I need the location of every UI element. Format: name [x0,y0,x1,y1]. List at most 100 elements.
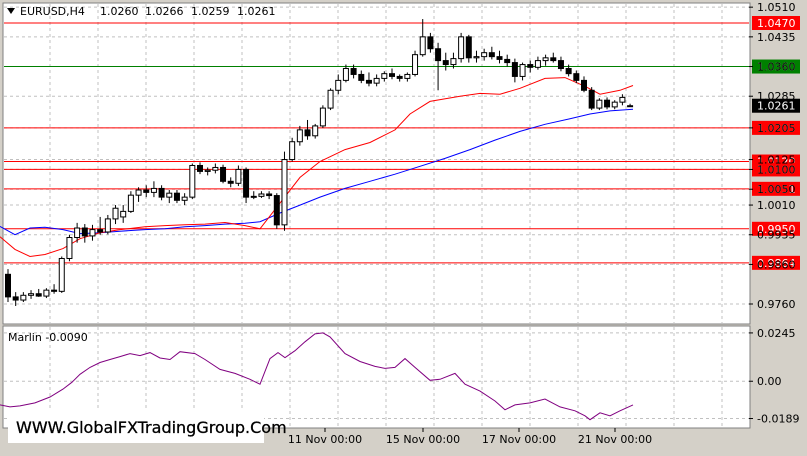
indicator-tick-label: -0.0189 [757,413,799,426]
candle-body [127,194,134,212]
level-label-box [752,181,800,196]
candle-body [419,36,426,56]
candle-body [511,62,518,77]
candle-body [389,73,395,77]
candle-body [542,57,549,62]
current-price-label: 1.0261 [757,100,796,113]
candle-body [450,58,457,66]
x-tick-label: 15 Nov 00:00 [386,433,460,446]
candle-body [281,159,288,226]
candle-body [273,195,280,226]
candle-body [74,227,81,239]
candle-body [604,99,611,108]
price-panel[interactable] [2,2,751,325]
level-label: 1.0051 [757,183,796,196]
level-label-box [752,162,800,177]
chart-header: EURUSD,H4 1.0260 1.0266 1.0259 1.0261 Ma… [7,5,276,344]
candle-body [51,289,58,292]
level-label-box [752,255,800,270]
candle-body [358,73,365,81]
moving-average-fast [0,77,634,258]
candle-body [557,60,564,70]
watermark-box [8,411,264,443]
candle-body [427,36,434,50]
watermark-text: WWW.GlobalFXTradingGroup.Com [16,418,287,437]
candle-body [243,168,250,198]
candle-body [227,180,234,184]
candle-body [373,77,380,84]
candle-body [396,75,403,79]
candle-body [550,57,557,62]
candle-body [458,36,465,60]
candle-body [266,193,273,197]
candle-body [534,60,541,68]
indicator-tick-label: 0.0245 [757,327,796,340]
level-label: 1.0470 [757,17,796,30]
horizontal-levels[interactable]: 1.04701.03601.02051.01201.01001.00510.99… [4,15,800,270]
indicator-axis: 0.0245 0.00 -0.0189 [749,327,799,426]
y-tick-label: 1.0100 [757,163,796,176]
candle-body [573,73,580,81]
candle-body [135,189,142,196]
candle-body [496,56,503,60]
candle-body [89,229,96,237]
open-value: 1.0260 [100,5,139,18]
candle-body [66,237,73,259]
candle-body [220,166,227,182]
candle-body [181,196,188,201]
candle-body [488,52,495,58]
y-tick-label: 1.0360 [757,61,796,74]
candle-body [473,56,480,59]
candle-body [627,105,634,108]
candle-body [465,36,472,59]
current-price-box [752,98,800,113]
candle-body [412,54,419,75]
candle-body [120,210,127,218]
candle-body [112,207,119,220]
y-tick-label: 1.0510 [757,1,796,14]
candle-body [289,141,296,161]
candle-body [519,64,526,77]
candle-body [481,52,488,58]
candle-body [327,89,334,109]
candle-body [5,273,11,298]
candle-body [312,125,319,137]
x-tick-label: 21 Nov 00:00 [578,433,652,446]
y-tick-label: 1.0050 [757,183,796,196]
candle-body [611,101,618,108]
candle-body [365,79,372,84]
candle-body [150,187,157,193]
level-label-box [752,15,800,30]
candle-body [342,68,349,81]
high-value: 1.0266 [145,5,184,18]
candle-body [143,189,150,193]
price-axis: 1.05101.04351.03601.02851.02051.01251.01… [749,1,800,311]
y-tick-label: 1.0435 [757,31,796,44]
close-value: 1.0261 [237,5,276,18]
indicator-tick-label: 0.00 [757,375,782,388]
candle-body [197,164,203,172]
level-label: 0.9950 [757,223,796,236]
candle-body [20,294,27,301]
candle-body [350,68,357,75]
symbol-dropdown-icon[interactable] [7,8,15,14]
y-tick-label: 0.9935 [757,229,796,242]
level-label-box [752,59,800,74]
candle-body [596,99,603,109]
candle-body [104,218,111,233]
candle-body [173,192,180,201]
candle-body [97,229,104,233]
x-tick-label: 17 Nov 00:00 [482,433,556,446]
candle-body [43,289,50,297]
level-label-box [752,221,800,236]
candle-body [12,296,19,301]
candle-body [296,129,303,143]
low-value: 1.0259 [191,5,230,18]
candle-body [504,58,511,64]
candlesticks [5,19,634,306]
y-tick-label: 1.0205 [757,122,796,135]
indicator-line [0,332,634,421]
candle-body [381,73,388,79]
